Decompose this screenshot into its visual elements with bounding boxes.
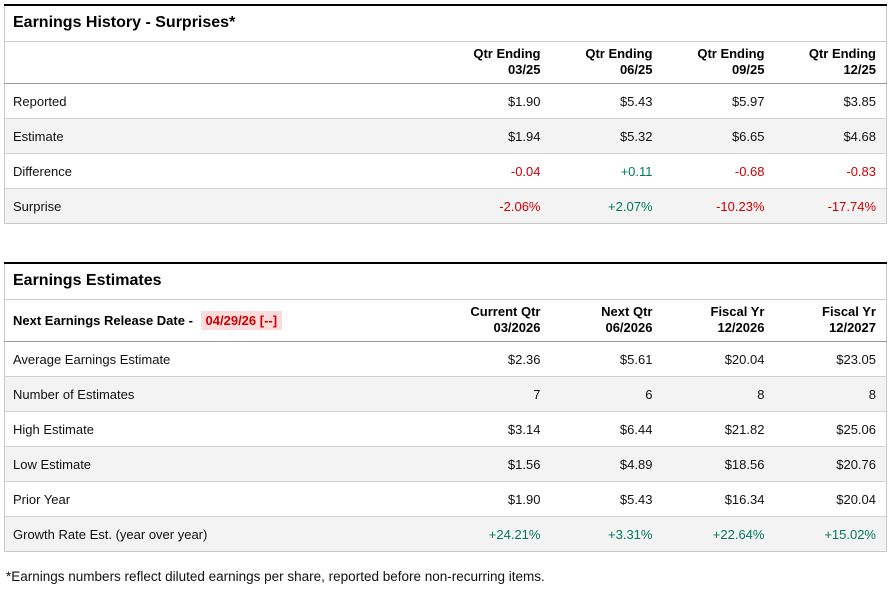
cell-value: $23.05 [836,351,876,367]
cell-value: 7 [533,386,541,402]
table-row-difference: Difference -0.04 +0.11 -0.68 -0.83 [4,153,887,189]
column-header-sub: 03/25 [507,62,541,77]
earnings-history-table: Earnings History - Surprises* Qtr Ending… [4,4,887,224]
row-label: Low Estimate [13,456,92,472]
cell-value: 6 [645,386,653,402]
cell-value: $2.36 [507,351,541,367]
table-row-prior-year: Prior Year $1.90 $5.43 $16.34 $20.04 [4,481,887,517]
cell-value: $4.68 [843,128,876,144]
earnings-estimates-title-row: Earnings Estimates [4,263,887,300]
column-header-sub: 12/25 [843,62,876,77]
cell-value: $1.90 [507,93,541,109]
cell-value: -2.06% [499,198,541,214]
row-label: Growth Rate Est. (year over year) [13,526,208,542]
column-header-current-qtr: Current Qtr 03/2026 [438,299,551,342]
cell-value: $5.32 [619,128,653,144]
column-header-label: Qtr Ending [697,46,765,61]
earnings-estimates-table: Earnings Estimates Next Earnings Release… [4,262,887,552]
cell-value: 8 [868,386,876,402]
cell-value: $18.56 [724,456,765,472]
cell-value: -10.23% [716,198,765,214]
column-header-label: Current Qtr [470,304,541,319]
cell-value: -0.83 [846,163,876,179]
row-label: Reported [13,93,67,109]
cell-value: $5.43 [619,491,653,507]
earnings-estimates-title: Earnings Estimates [4,263,887,300]
cell-value: $6.44 [619,421,653,437]
column-header-qtr-0325: Qtr Ending 03/25 [438,41,551,84]
column-header-sub: 06/25 [619,62,653,77]
column-header-label: Next Qtr [601,304,653,319]
cell-value: -0.68 [734,163,765,179]
table-row-low-estimate: Low Estimate $1.56 $4.89 $18.56 $20.76 [4,446,887,482]
cell-value: 8 [757,386,765,402]
table-row-estimate: Estimate $1.94 $5.32 $6.65 $4.68 [4,118,887,154]
cell-value: +2.07% [608,198,653,214]
earnings-history-title: Earnings History - Surprises* [4,5,887,42]
column-header-label: Fiscal Yr [822,304,876,319]
cell-value: $1.90 [507,491,541,507]
column-header-sub: 12/2027 [829,320,876,335]
row-label: Surprise [13,198,62,214]
row-label: Prior Year [13,491,71,507]
row-label: Difference [13,163,73,179]
cell-value: +3.31% [608,526,653,542]
cell-value: +15.02% [824,526,876,542]
cell-value: $1.56 [507,456,541,472]
column-header-qtr-0625: Qtr Ending 06/25 [550,41,663,84]
cell-value: +22.64% [712,526,765,542]
release-date-badge[interactable]: 04/29/26 [--] [200,310,283,330]
header-spacer [4,41,439,84]
earnings-history-header-row: Qtr Ending 03/25 Qtr Ending 06/25 Qtr En… [4,41,887,84]
column-header-next-qtr: Next Qtr 06/2026 [550,299,663,342]
next-earnings-release: Next Earnings Release Date - 04/29/26 [-… [4,299,439,342]
column-header-label: Qtr Ending [585,46,653,61]
earnings-estimates-header-row: Next Earnings Release Date - 04/29/26 [-… [4,299,887,342]
cell-value: $20.04 [836,491,876,507]
table-row-high-estimate: High Estimate $3.14 $6.44 $21.82 $25.06 [4,411,887,447]
cell-value: $21.82 [724,421,765,437]
cell-value: -17.74% [827,198,876,214]
cell-value: $4.89 [619,456,653,472]
column-header-sub: 06/2026 [605,320,653,335]
table-row-growth-rate-est: Growth Rate Est. (year over year) +24.21… [4,516,887,552]
earnings-history-title-row: Earnings History - Surprises* [4,5,887,42]
release-date-label: Next Earnings Release Date - [13,312,197,328]
cell-value: +24.21% [488,526,541,542]
row-label: Number of Estimates [13,386,135,402]
column-header-sub: 09/25 [731,62,765,77]
column-header-label: Qtr Ending [473,46,541,61]
column-header-qtr-0925: Qtr Ending 09/25 [662,41,775,84]
cell-value: -0.04 [510,163,541,179]
column-header-sub: 03/2026 [493,320,541,335]
column-header-label: Fiscal Yr [710,304,765,319]
cell-value: $3.14 [507,421,541,437]
cell-value: $1.94 [507,128,541,144]
cell-value: $20.76 [836,456,876,472]
cell-value: +0.11 [620,163,653,179]
cell-value: $16.34 [724,491,765,507]
earnings-footnote: *Earnings numbers reflect diluted earnin… [6,569,545,584]
cell-value: $25.06 [836,421,876,437]
column-header-fiscal-yr-2026: Fiscal Yr 12/2026 [662,299,775,342]
cell-value: $3.85 [843,93,876,109]
table-row-number-of-estimates: Number of Estimates 7 6 8 8 [4,376,887,412]
table-row-reported: Reported $1.90 $5.43 $5.97 $3.85 [4,83,887,119]
column-header-qtr-1225: Qtr Ending 12/25 [774,41,887,84]
table-row-average-earnings-estimate: Average Earnings Estimate $2.36 $5.61 $2… [4,341,887,377]
column-header-sub: 12/2026 [717,320,765,335]
row-label: Average Earnings Estimate [13,351,171,367]
cell-value: $5.97 [731,93,765,109]
cell-value: $20.04 [724,351,765,367]
cell-value: $5.61 [619,351,653,367]
column-header-fiscal-yr-2027: Fiscal Yr 12/2027 [774,299,887,342]
column-header-label: Qtr Ending [808,46,876,61]
cell-value: $6.65 [731,128,765,144]
row-label: Estimate [13,128,64,144]
table-row-surprise: Surprise -2.06% +2.07% -10.23% -17.74% [4,188,887,224]
cell-value: $5.43 [619,93,653,109]
row-label: High Estimate [13,421,94,437]
